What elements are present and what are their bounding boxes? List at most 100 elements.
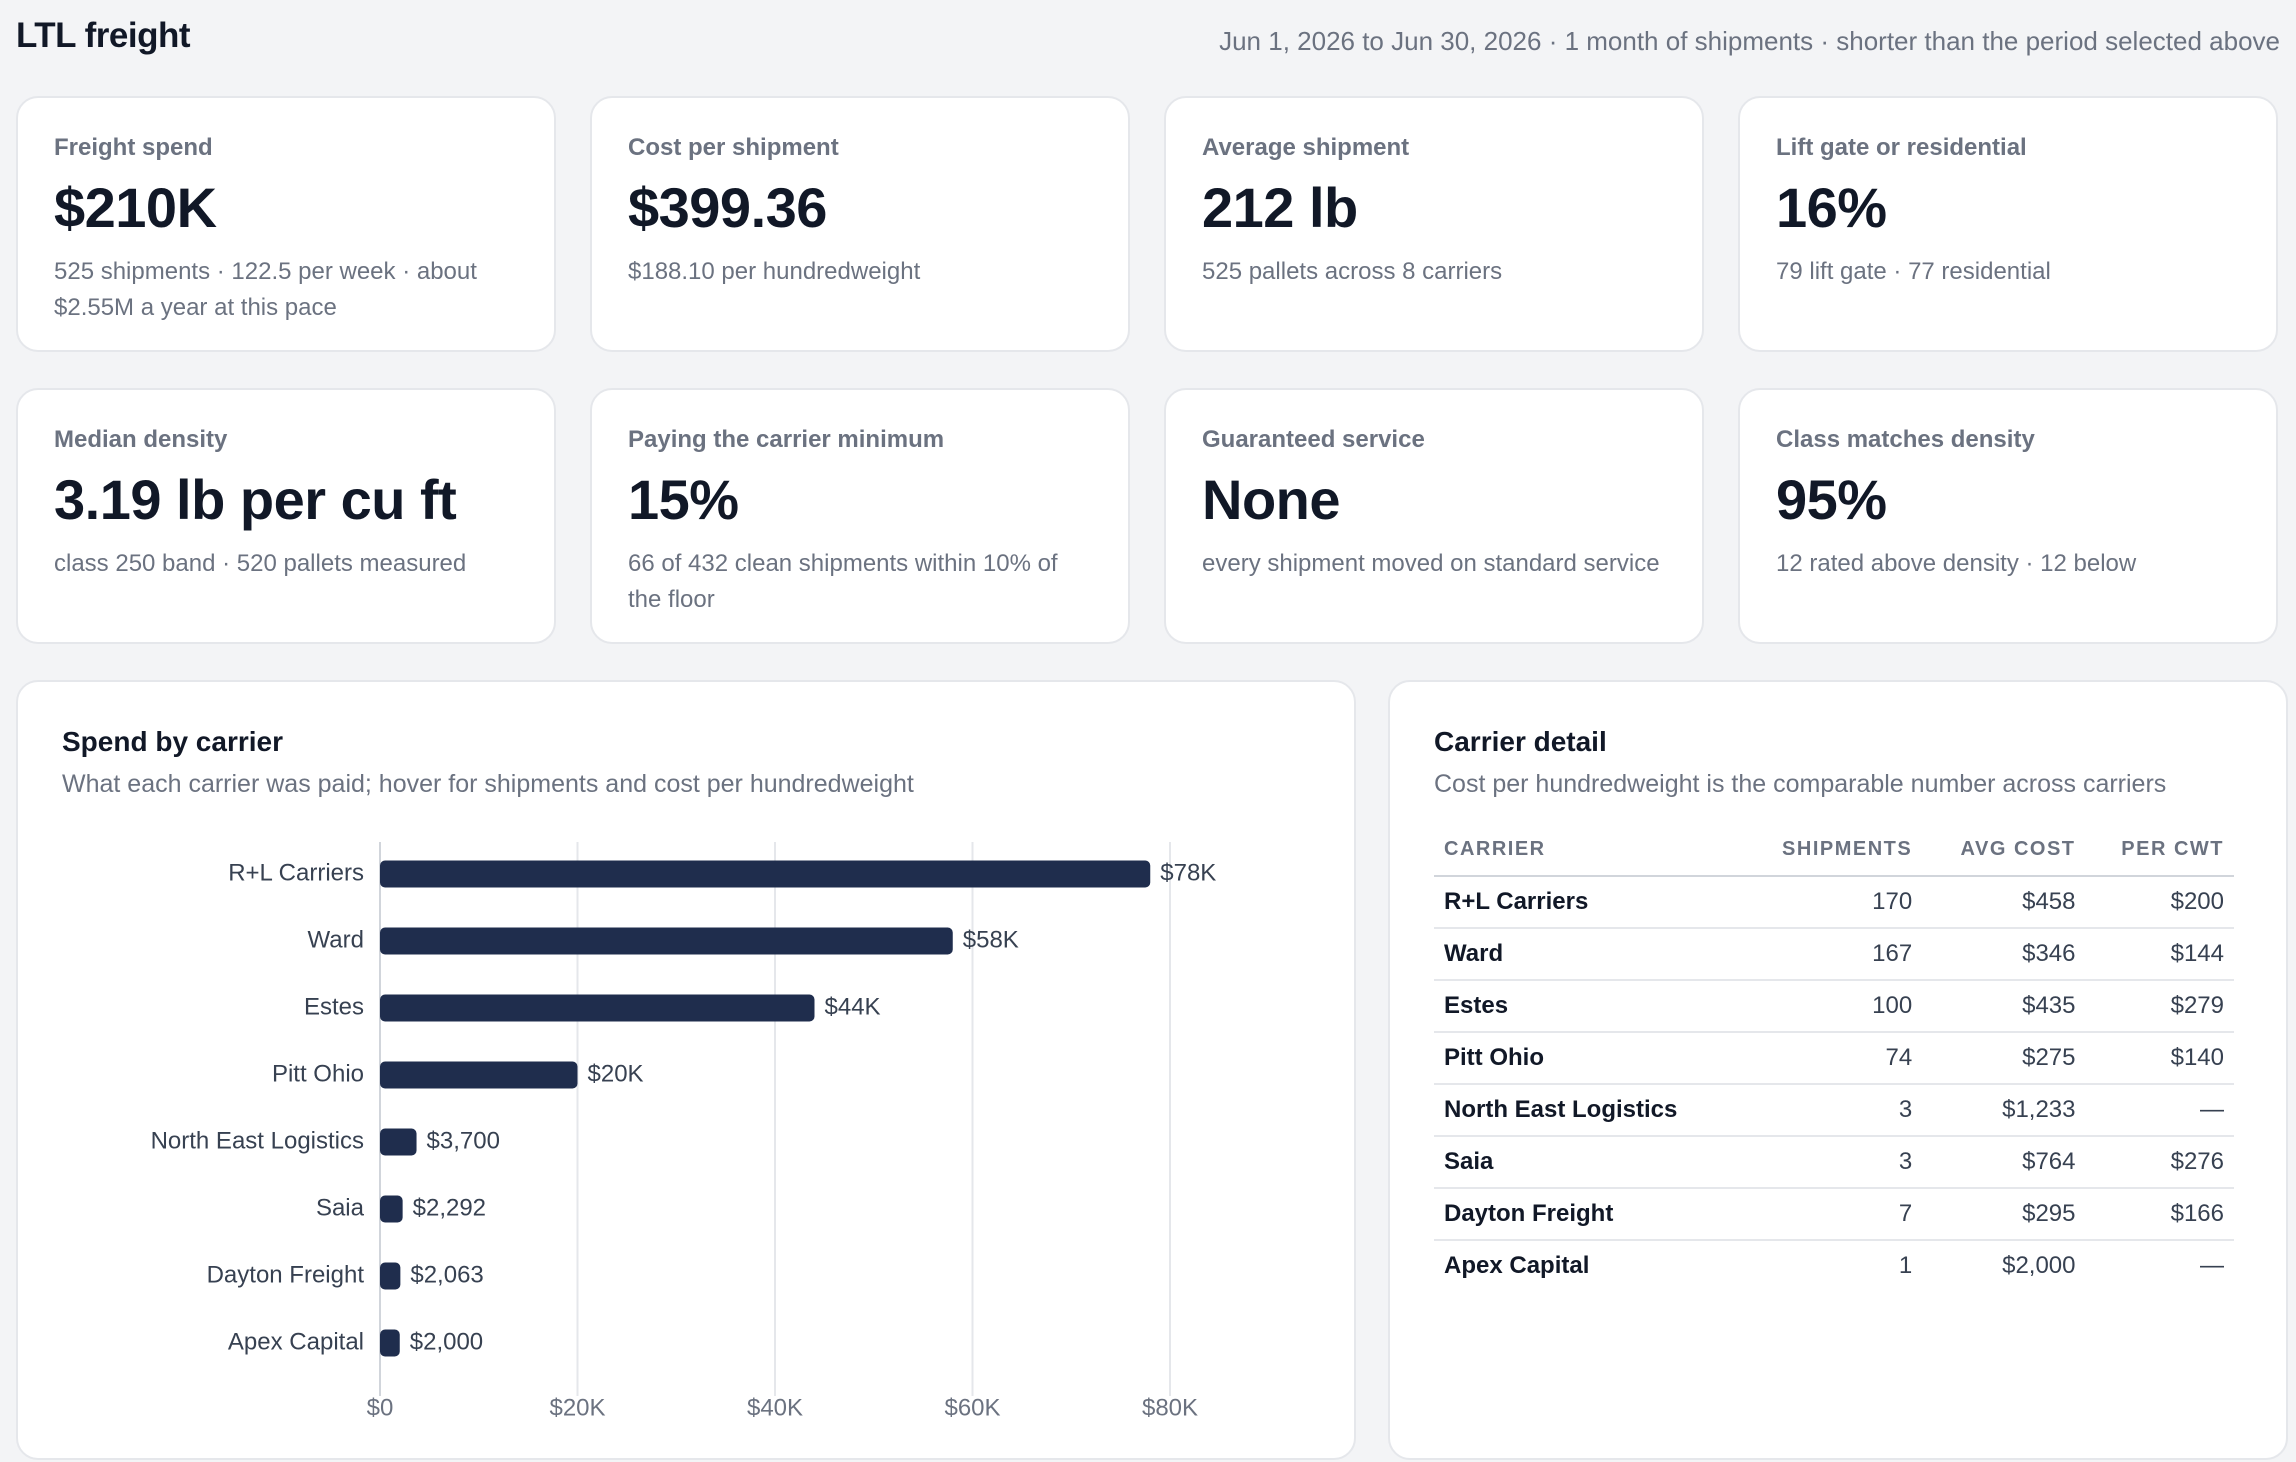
table-row: Ward 167 $346 $144: [1434, 928, 2234, 981]
shipments-cell: 7: [1740, 1188, 1923, 1241]
category-label: North East Logistics: [151, 1127, 364, 1154]
category-label: Pitt Ohio: [272, 1060, 364, 1087]
kpi-value: $399.36: [628, 176, 827, 239]
spend-bar-chart: $0 $20K $40K $60K $80K R+L Carriers $78K Ward $5…: [151, 842, 1216, 1421]
avg-cost-cell: $458: [1922, 876, 2086, 929]
column-header-carrier: CARRIER: [1434, 838, 1741, 877]
kpi-label: Cost per shipment: [628, 134, 839, 161]
shipments-cell: 167: [1740, 928, 1923, 981]
kpi-card-class-matches-density: Class matches density 95% 12 rated above…: [1738, 388, 2278, 644]
value-label: $20K: [588, 1060, 644, 1087]
value-label: $2,000: [410, 1328, 483, 1355]
table-row: R+L Carriers 170 $458 $200: [1434, 876, 2234, 929]
x-tick-label: $60K: [944, 1394, 1000, 1421]
page-title: LTL freight: [16, 16, 191, 55]
kpi-subtext: 525 pallets across 8 carriers: [1202, 258, 1503, 285]
kpi-subtext: 12 rated above density · 12 below: [1776, 550, 2137, 577]
date-range-note: Jun 1, 2026 to Jun 30, 2026 · 1 month of…: [1219, 26, 2280, 56]
kpi-label: Paying the carrier minimum: [628, 426, 945, 453]
table-row: Saia 3 $764 $276: [1434, 1136, 2234, 1189]
panel-title: Carrier detail: [1434, 726, 1607, 757]
shipments-cell: 170: [1740, 876, 1923, 929]
panel-subtitle: Cost per hundredweight is the comparable…: [1434, 770, 2167, 798]
bar: [380, 1262, 401, 1290]
per-cwt-cell: —: [2200, 1252, 2224, 1279]
kpi-subtext: 79 lift gate · 77 residential: [1776, 258, 2051, 285]
category-label: Estes: [304, 993, 364, 1020]
carrier-name: Ward: [1434, 928, 1741, 981]
avg-cost-cell: $435: [1922, 980, 2086, 1033]
kpi-value: None: [1202, 468, 1341, 531]
spend-by-carrier-panel: Spend by carrier What each carrier was p…: [16, 680, 1356, 1460]
per-cwt-cell: $276: [2085, 1136, 2234, 1189]
carrier-name: Pitt Ohio: [1434, 1032, 1741, 1085]
avg-cost-cell: $1,233: [1922, 1084, 2086, 1137]
table-header-row: CARRIER SHIPMENTS AVG COST PER CWT: [1434, 838, 2234, 877]
avg-cost-cell: $764: [1922, 1136, 2086, 1189]
kpi-value: $210K: [54, 176, 217, 239]
per-cwt-cell: —: [2085, 1084, 2234, 1137]
kpi-card-carrier-minimum: Paying the carrier minimum 15% 66 of 432…: [590, 388, 1130, 644]
per-cwt-cell: $279: [2085, 980, 2234, 1033]
kpi-card-guaranteed-service: Guaranteed service None every shipment m…: [1164, 388, 1704, 644]
kpi-card-freight-spend: Freight spend $210K 525 shipments · 122.…: [16, 96, 556, 352]
x-tick-label: $20K: [549, 1394, 605, 1421]
carrier-name: Saia: [1434, 1136, 1741, 1189]
shipments-cell: 3: [1740, 1136, 1923, 1189]
kpi-label: Median density: [54, 426, 228, 453]
kpi-card-median-density: Median density 3.19 lb per cu ft class 2…: [16, 388, 556, 644]
kpi-card-lift-gate: Lift gate or residential 16% 79 lift gat…: [1738, 96, 2278, 352]
value-label: $2,292: [413, 1194, 486, 1221]
kpi-value: 15%: [628, 468, 739, 531]
column-header-avg-cost: AVG COST: [1922, 838, 2086, 877]
carrier-name: R+L Carriers: [1434, 876, 1741, 929]
category-label: R+L Carriers: [228, 859, 364, 886]
shipments-cell: 100: [1740, 980, 1923, 1033]
kpi-label: Class matches density: [1776, 426, 2035, 453]
panel-subtitle: What each carrier was paid; hover for sh…: [62, 770, 914, 798]
kpi-label: Freight spend: [54, 134, 213, 161]
kpi-label: Average shipment: [1202, 134, 1410, 161]
carrier-name: Apex Capital: [1444, 1252, 1590, 1279]
avg-cost-cell: $275: [1922, 1032, 2086, 1085]
bar: [380, 927, 953, 955]
kpi-subtext: 525 shipments · 122.5 per week · about $…: [54, 258, 477, 321]
value-label: $2,063: [410, 1261, 483, 1288]
x-tick-label: $40K: [747, 1394, 803, 1421]
category-label: Dayton Freight: [207, 1261, 365, 1288]
kpi-value: 95%: [1776, 468, 1887, 531]
carrier-name: Dayton Freight: [1434, 1188, 1741, 1241]
value-label: $44K: [825, 993, 881, 1020]
bar: [380, 1061, 578, 1089]
kpi-card-average-shipment: Average shipment 212 lb 525 pallets acro…: [1164, 96, 1704, 352]
avg-cost-cell: $295: [1922, 1188, 2086, 1241]
shipments-cell: 74: [1740, 1032, 1923, 1085]
kpi-card-cost-per-shipment: Cost per shipment $399.36 $188.10 per hu…: [590, 96, 1130, 352]
bar: [380, 1128, 417, 1156]
table-row: North East Logistics 3 $1,233 —: [1434, 1084, 2234, 1137]
kpi-value: 212 lb: [1202, 176, 1358, 239]
table-row: Apex Capital 1 $2,000 —: [1434, 1240, 2234, 1291]
category-label: Ward: [308, 926, 364, 953]
bar: [380, 994, 815, 1022]
carrier-detail-panel: Carrier detail Cost per hundredweight is…: [1388, 680, 2288, 1460]
table-row: Pitt Ohio 74 $275 $140: [1434, 1032, 2234, 1085]
value-label: $78K: [1160, 859, 1216, 886]
bar: [380, 860, 1151, 888]
shipments-cell: 3: [1740, 1084, 1923, 1137]
kpi-label: Lift gate or residential: [1776, 134, 2027, 161]
bar: [380, 1329, 400, 1357]
value-label: $58K: [963, 926, 1019, 953]
kpi-value: 16%: [1776, 176, 1887, 239]
avg-cost-cell: $2,000: [2002, 1252, 2076, 1279]
bar: [380, 1195, 403, 1223]
panel-title: Spend by carrier: [62, 726, 283, 757]
per-cwt-cell: $166: [2085, 1188, 2234, 1241]
carrier-detail-table: CARRIER SHIPMENTS AVG COST PER CWT R+L C…: [1434, 838, 2234, 1291]
column-header-per-cwt: PER CWT: [2085, 838, 2234, 877]
kpi-subtext: class 250 band · 520 pallets measured: [54, 550, 467, 577]
carrier-name: North East Logistics: [1434, 1084, 1741, 1137]
table-row: Dayton Freight 7 $295 $166: [1434, 1188, 2234, 1241]
kpi-subtext: every shipment moved on standard service: [1202, 550, 1660, 577]
category-label: Apex Capital: [228, 1328, 364, 1355]
